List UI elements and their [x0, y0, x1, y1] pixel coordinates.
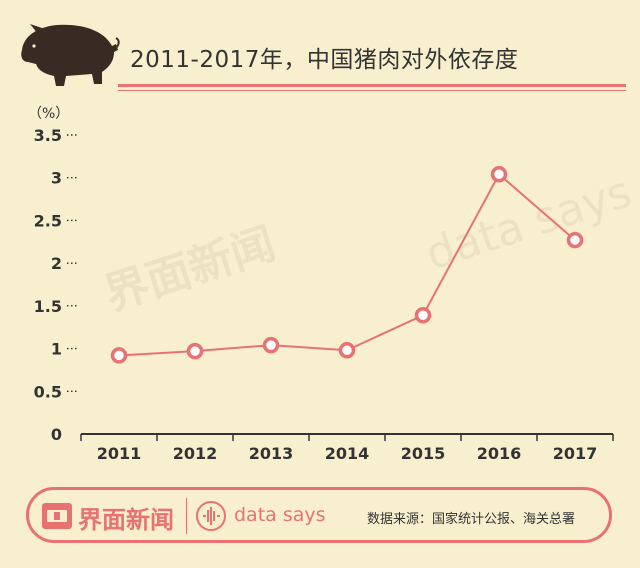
title-rule [118, 84, 626, 87]
chart-title: 2011-2017年，中国猪肉对外依存度 [130, 47, 519, 73]
y-axis: 0 0.5 1 1.5 2 2.5 3 3.5 [34, 126, 77, 444]
y-tick-label: 0 [51, 425, 62, 444]
data-point [490, 166, 508, 183]
data-point [262, 336, 280, 354]
x-tick-label: 2011 [97, 444, 142, 463]
brand-name: 界面新闻 [78, 506, 174, 534]
data-point [186, 342, 204, 360]
y-tick-label: 3.5 [34, 126, 62, 145]
y-tick-label: 2 [51, 254, 62, 273]
series-path [118, 172, 576, 357]
x-axis: 2011 2012 2013 2014 2015 2016 2017 [80, 433, 614, 463]
data-point [110, 347, 128, 364]
data-point [414, 307, 432, 324]
footer-banner [26, 487, 612, 543]
data-source: 数据来源：国家统计公报、海关总署 [367, 512, 576, 527]
y-tick-label: 0.5 [34, 382, 62, 401]
series-line [110, 166, 584, 364]
jiemian-logo-icon [42, 503, 72, 529]
x-tick-label: 2015 [401, 444, 446, 463]
y-tick-label: 3 [51, 169, 62, 188]
footer-separator [186, 498, 187, 534]
line-chart: （%） 00.511.522.533.5 2011 2012 2013 2014 201… [28, 106, 614, 463]
data-says-label: data says [234, 504, 326, 526]
x-tick-label: 2012 [173, 444, 218, 463]
x-tick-label: 2016 [477, 444, 522, 463]
y-tick-label: 2.5 [34, 211, 62, 230]
data-says-logo-icon [196, 501, 226, 531]
x-tick-label: 2017 [553, 444, 598, 463]
x-tick-label: 2013 [249, 444, 294, 463]
title-rule-thin [118, 90, 626, 91]
y-axis-label: （%） [28, 106, 69, 122]
data-point [566, 231, 584, 249]
x-tick-label: 2014 [325, 444, 370, 463]
data-point [338, 342, 356, 359]
y-tick-label: 1.5 [34, 297, 62, 316]
y-tick-label: 1 [51, 340, 62, 359]
pig-icon [21, 24, 120, 86]
